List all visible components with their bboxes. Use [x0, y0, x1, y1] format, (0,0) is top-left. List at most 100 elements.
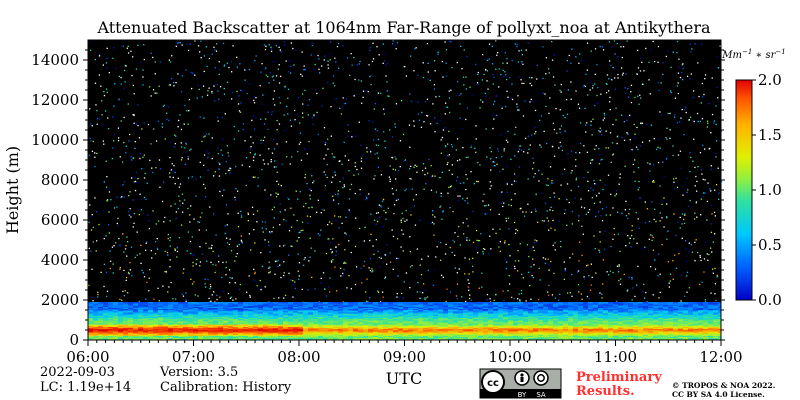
noise-speck: [182, 272, 184, 274]
heatmap-cell: [143, 335, 148, 337]
heatmap-cell: [353, 309, 358, 312]
heatmap-cell: [108, 333, 113, 335]
noise-speck: [261, 63, 263, 65]
noise-speck: [710, 132, 712, 134]
heatmap-cell: [138, 332, 143, 334]
noise-speck: [157, 287, 159, 289]
heatmap-cell: [123, 314, 128, 316]
heatmap-cell: [358, 318, 363, 321]
noise-speck: [563, 168, 566, 170]
heatmap-cell: [428, 325, 433, 327]
noise-speck: [369, 269, 372, 272]
heatmap-cell: [108, 318, 113, 321]
noise-speck: [411, 265, 413, 267]
heatmap-cell: [353, 323, 358, 325]
heatmap-cell: [133, 331, 138, 333]
noise-speck: [370, 151, 372, 153]
noise-speck: [311, 45, 313, 47]
noise-speck: [389, 129, 391, 131]
heatmap-cell: [303, 328, 308, 331]
noise-speck: [271, 231, 273, 233]
noise-speck: [518, 148, 521, 150]
heatmap-cell: [193, 315, 198, 317]
noise-speck: [409, 146, 411, 148]
heatmap-cell: [143, 329, 148, 332]
heatmap-cell: [153, 317, 158, 320]
heatmap-cell: [278, 328, 283, 331]
noise-speck: [196, 97, 198, 99]
heatmap-cell: [173, 303, 178, 305]
noise-speck: [301, 51, 303, 53]
noise-speck: [169, 245, 171, 247]
noise-speck: [567, 89, 569, 91]
noise-speck: [226, 81, 229, 83]
noise-speck: [514, 155, 516, 157]
noise-speck: [482, 248, 485, 250]
heatmap-cell: [303, 337, 308, 340]
noise-speck: [481, 272, 483, 274]
heatmap-cell: [168, 306, 173, 308]
heatmap-cell: [168, 319, 173, 322]
noise-speck: [396, 296, 398, 298]
heatmap-cell: [278, 331, 283, 333]
heatmap-cell: [108, 335, 113, 337]
heatmap-cell: [193, 309, 198, 312]
heatmap-cell: [328, 308, 333, 311]
heatmap-cell: [348, 307, 353, 310]
noise-speck: [137, 178, 139, 180]
heatmap-cell: [253, 307, 258, 310]
noise-speck: [332, 195, 334, 197]
heatmap-cell: [103, 332, 108, 334]
noise-speck: [234, 260, 236, 262]
heatmap-cell: [223, 335, 228, 337]
noise-speck: [522, 277, 524, 279]
heatmap-cell: [88, 323, 93, 325]
heatmap-cell: [108, 307, 113, 310]
heatmap-cell: [288, 307, 293, 310]
heatmap-cell: [173, 324, 178, 326]
noise-speck: [409, 287, 411, 289]
noise-speck: [697, 62, 699, 64]
noise-speck: [249, 296, 251, 298]
heatmap-cell: [408, 336, 413, 339]
noise-speck: [203, 183, 205, 186]
heatmap-cell: [308, 307, 313, 310]
noise-speck: [606, 83, 608, 85]
heatmap-cell: [353, 303, 358, 305]
noise-speck: [301, 112, 304, 114]
noise-speck: [138, 213, 140, 216]
heatmap-cell: [438, 335, 443, 337]
noise-speck: [409, 236, 411, 238]
noise-speck: [414, 224, 417, 226]
heatmap-cell: [148, 314, 153, 316]
noise-speck: [579, 53, 581, 55]
heatmap-cell: [293, 335, 298, 337]
heatmap-cell: [388, 319, 393, 322]
noise-speck: [568, 54, 570, 57]
heatmap-cell: [283, 319, 288, 322]
heatmap-cell: [363, 325, 368, 327]
noise-speck: [685, 240, 687, 242]
noise-speck: [171, 55, 173, 57]
heatmap-cell: [348, 332, 353, 334]
noise-speck: [605, 147, 607, 149]
noise-speck: [660, 82, 662, 84]
heatmap-cell: [438, 329, 443, 332]
noise-speck: [130, 216, 132, 218]
heatmap-cell: [383, 310, 388, 313]
heatmap-cell: [428, 310, 433, 313]
heatmap-cell: [123, 310, 128, 313]
noise-speck: [609, 101, 611, 103]
heatmap-cell: [433, 317, 438, 320]
heatmap-cell: [308, 312, 313, 314]
noise-speck: [714, 283, 717, 285]
heatmap-cell: [423, 337, 428, 340]
noise-speck: [308, 140, 310, 143]
heatmap-cell: [393, 327, 398, 330]
heatmap-cell: [333, 313, 338, 315]
heatmap-cell: [323, 329, 328, 332]
heatmap-cell: [228, 314, 233, 316]
heatmap-cell: [308, 303, 313, 305]
noise-speck: [639, 94, 641, 96]
heatmap-cell: [108, 323, 113, 325]
